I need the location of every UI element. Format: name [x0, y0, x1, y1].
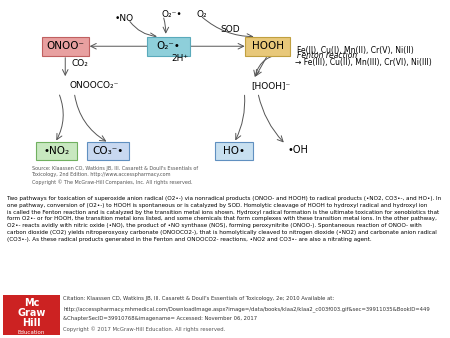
Text: Graw: Graw	[17, 308, 46, 318]
Text: O₂: O₂	[197, 10, 207, 19]
Text: → Fe(III), Cu(II), Mn(III), Cr(VI), Ni(III): → Fe(III), Cu(II), Mn(III), Cr(VI), Ni(I…	[295, 58, 432, 67]
Text: Fenton reaction: Fenton reaction	[297, 51, 357, 61]
Text: CO₃⁻•: CO₃⁻•	[92, 146, 124, 156]
Text: [HOOH]⁻: [HOOH]⁻	[251, 81, 290, 90]
Text: HO•: HO•	[223, 146, 245, 156]
Text: O₂⁻•: O₂⁻•	[161, 10, 182, 19]
Text: ONOOCO₂⁻: ONOOCO₂⁻	[70, 81, 119, 90]
Text: HOOH: HOOH	[252, 41, 284, 51]
FancyBboxPatch shape	[36, 142, 76, 161]
FancyBboxPatch shape	[86, 142, 130, 161]
FancyBboxPatch shape	[215, 142, 253, 161]
Text: Copyright © 2017 McGraw-Hill Education. All rights reserved.: Copyright © 2017 McGraw-Hill Education. …	[63, 327, 225, 332]
Text: ONOO⁻: ONOO⁻	[46, 41, 84, 51]
Text: •NO₂: •NO₂	[43, 146, 69, 156]
FancyBboxPatch shape	[148, 37, 190, 56]
Text: •OH: •OH	[287, 145, 308, 155]
Text: •NO: •NO	[115, 14, 134, 23]
Text: Hill: Hill	[22, 318, 41, 328]
Text: CO₂: CO₂	[71, 59, 88, 69]
Text: Two pathways for toxication of superoxide anion radical (O2•-) via nonradical pr: Two pathways for toxication of superoxid…	[7, 196, 441, 242]
FancyBboxPatch shape	[4, 295, 59, 335]
FancyBboxPatch shape	[245, 37, 290, 56]
Text: Source: Klaassen CO, Watkins JB, III. Casarett & Doull's Essentials of
Toxicolog: Source: Klaassen CO, Watkins JB, III. Ca…	[32, 166, 198, 185]
Text: Education: Education	[18, 330, 45, 335]
Text: Fe(II), Cu(I), Mn(II), Cr(V), Ni(II): Fe(II), Cu(I), Mn(II), Cr(V), Ni(II)	[297, 46, 414, 55]
Text: Citation: Klaassen CD, Watkins JB, III. Casarett & Doull's Essentials of Toxicol: Citation: Klaassen CD, Watkins JB, III. …	[63, 296, 334, 301]
FancyBboxPatch shape	[41, 37, 89, 56]
Text: &ChapterSecID=39910768&imagename= Accessed: November 06, 2017: &ChapterSecID=39910768&imagename= Access…	[63, 316, 257, 321]
Text: http://accesspharmacy.mhmedical.com/DownloadImage.aspx?image=/data/books/klaa2/k: http://accesspharmacy.mhmedical.com/Down…	[63, 306, 430, 312]
Text: O₂⁻•: O₂⁻•	[157, 41, 181, 51]
Text: SOD: SOD	[220, 25, 240, 34]
Text: 2H⁺: 2H⁺	[171, 54, 188, 63]
Text: Mc: Mc	[24, 298, 39, 308]
